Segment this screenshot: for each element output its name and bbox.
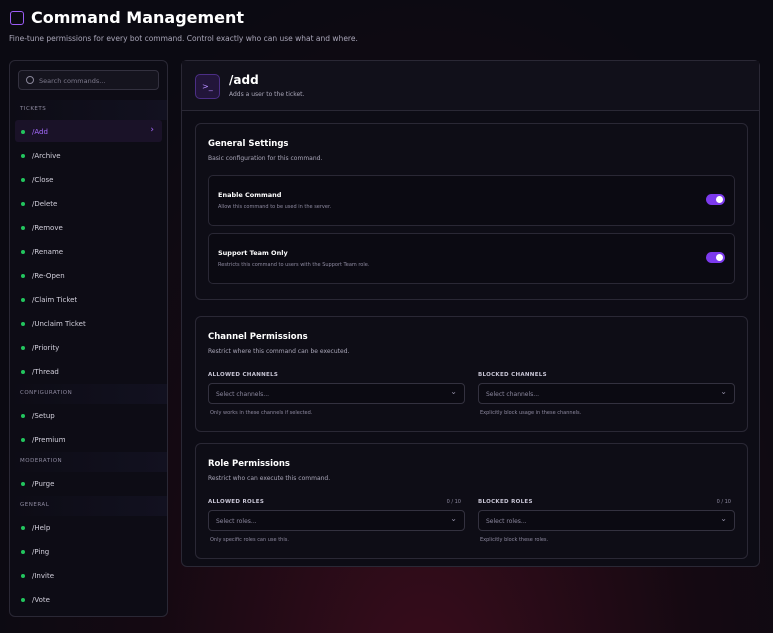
- field-hint: Explicitly block usage in these channels…: [480, 410, 582, 416]
- command-item[interactable]: /Rename: [15, 240, 162, 264]
- command-item[interactable]: /Premium: [15, 428, 162, 452]
- section-description: Restrict who can execute this command.: [208, 475, 331, 482]
- command-item[interactable]: /Purge: [15, 472, 162, 496]
- toggle-label: Support Team Only: [218, 249, 288, 257]
- command-item[interactable]: /Priority: [15, 336, 162, 360]
- command-item[interactable]: /Add: [15, 120, 162, 142]
- field-label: BLOCKED ROLES: [478, 499, 533, 505]
- command-item[interactable]: /Archive: [15, 144, 162, 168]
- command-item[interactable]: /Help: [15, 516, 162, 540]
- section-description: Restrict where this command can be execu…: [208, 348, 350, 355]
- command-item[interactable]: /Close: [15, 168, 162, 192]
- field-label: BLOCKED CHANNELS: [478, 372, 547, 378]
- group-label: GENERAL: [10, 496, 167, 516]
- section-description: Basic configuration for this command.: [208, 155, 323, 162]
- command-item[interactable]: /Ping: [15, 540, 162, 564]
- command-item[interactable]: /Setup: [15, 404, 162, 428]
- field-count: 0 / 10: [716, 499, 731, 505]
- page-subtitle: Fine-tune permissions for every bot comm…: [9, 34, 358, 43]
- command-panel: >_ /add Adds a user to the ticket. Gener…: [181, 60, 760, 567]
- select-dropdown[interactable]: Select roles...: [478, 510, 735, 531]
- field-label: ALLOWED CHANNELS: [208, 372, 279, 378]
- command-item[interactable]: /Vote: [15, 588, 162, 612]
- toggle-row: Enable Command Allow this command to be u…: [208, 175, 735, 226]
- command-item[interactable]: /Re-Open: [15, 264, 162, 288]
- toggle-switch[interactable]: [706, 194, 725, 205]
- command-item[interactable]: /Unclaim Ticket: [15, 312, 162, 336]
- field-row: ALLOWED ROLES 0 / 10 Select roles... Only s…: [208, 499, 735, 543]
- field-hint: Explicitly block these roles.: [480, 537, 549, 543]
- select-field: ALLOWED CHANNELS Select channels... Only w…: [208, 372, 465, 416]
- group-label: TICKETS: [10, 100, 167, 120]
- section-title: General Settings: [208, 139, 289, 149]
- toggle-description: Restricts this command to users with the…: [218, 262, 370, 268]
- command-item[interactable]: /Claim Ticket: [15, 288, 162, 312]
- toggle-row: Support Team Only Restricts this command …: [208, 233, 735, 284]
- select-field: BLOCKED ROLES 0 / 10 Select roles... Explic…: [478, 499, 735, 543]
- select-dropdown[interactable]: Select channels...: [208, 383, 465, 404]
- select-field: ALLOWED ROLES 0 / 10 Select roles... Only s…: [208, 499, 465, 543]
- field-hint: Only specific roles can use this.: [210, 537, 289, 543]
- field-row: ALLOWED CHANNELS Select channels... Only w…: [208, 372, 735, 416]
- select-dropdown[interactable]: Select roles...: [208, 510, 465, 531]
- command-description: Adds a user to the ticket.: [229, 91, 305, 98]
- section-title: Channel Permissions: [208, 332, 308, 342]
- command-item[interactable]: /Delete: [15, 192, 162, 216]
- command-item[interactable]: /Remove: [15, 216, 162, 240]
- search-input[interactable]: Search commands...: [18, 70, 159, 90]
- command-item[interactable]: /Thread: [15, 360, 162, 384]
- field-hint: Only works in these channels if selected…: [210, 410, 313, 416]
- select-dropdown[interactable]: Select channels...: [478, 383, 735, 404]
- command-name: /add: [229, 73, 259, 87]
- page-title: Command Management: [31, 8, 245, 27]
- field-count: 0 / 10: [446, 499, 461, 505]
- toggle-switch[interactable]: [706, 252, 725, 263]
- command-header: >_ /add Adds a user to the ticket.: [182, 61, 759, 111]
- toggle-label: Enable Command: [218, 191, 282, 199]
- settings-section: Role Permissions Restrict who can execute…: [195, 443, 748, 559]
- select-field: BLOCKED CHANNELS Select channels... Explic…: [478, 372, 735, 416]
- section-title: Role Permissions: [208, 459, 290, 469]
- settings-section: General Settings Basic configuration for …: [195, 123, 748, 300]
- field-label: ALLOWED ROLES: [208, 499, 265, 505]
- command-item[interactable]: /Invite: [15, 564, 162, 588]
- header-icon: [10, 11, 24, 25]
- toggle-description: Allow this command to be used in the ser…: [218, 204, 332, 210]
- settings-section: Channel Permissions Restrict where this c…: [195, 316, 748, 432]
- group-label: MODERATION: [10, 452, 167, 472]
- sidebar: Search commands... TICKETS/Add/Archive/C…: [9, 60, 168, 617]
- group-label: CONFIGURATION: [10, 384, 167, 404]
- command-icon: >_: [195, 74, 220, 99]
